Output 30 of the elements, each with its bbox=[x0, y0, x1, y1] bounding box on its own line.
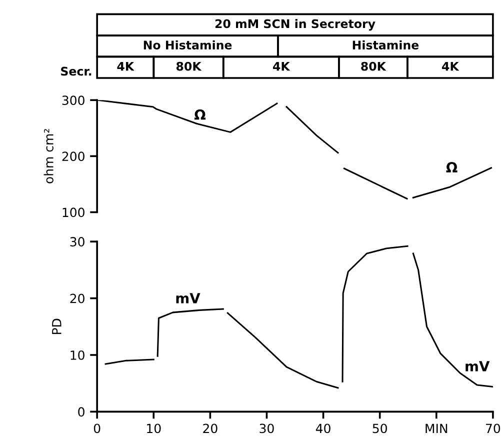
x-tick-label: 20 bbox=[203, 424, 218, 434]
text: 20 mM SCN in Secretory bbox=[215, 19, 376, 31]
y-tick-label: 0 bbox=[78, 407, 84, 417]
y-axis-title: ohm cm² bbox=[44, 129, 54, 184]
annotation: Ω bbox=[446, 162, 458, 172]
text: 4K bbox=[442, 62, 460, 71]
x-tick-label: 0 bbox=[94, 424, 100, 434]
x-tick-label: 70 bbox=[486, 424, 500, 434]
text: 80K bbox=[176, 62, 202, 71]
y-tick-label: 10 bbox=[70, 350, 84, 360]
x-tick-label: 30 bbox=[260, 424, 274, 434]
annotation: mV bbox=[176, 293, 200, 304]
text: 4K bbox=[117, 62, 134, 71]
y-tick-label: 300 bbox=[62, 96, 84, 106]
text: 80K bbox=[361, 62, 386, 71]
text: No Histamine bbox=[144, 40, 232, 50]
y-axis-title: PD bbox=[52, 318, 62, 334]
x-tick-label: 50 bbox=[372, 424, 387, 434]
y-tick-label: 100 bbox=[62, 208, 84, 218]
annotation: Ω bbox=[194, 109, 206, 120]
text: Histamine bbox=[352, 40, 419, 50]
y-tick-label: 30 bbox=[70, 237, 84, 246]
x-tick-label: MIN bbox=[426, 424, 448, 433]
text: 4K bbox=[273, 62, 290, 71]
annotation: mV bbox=[466, 361, 490, 372]
x-tick-label: 40 bbox=[316, 424, 330, 434]
x-tick-label: 10 bbox=[147, 424, 161, 434]
y-tick-label: 200 bbox=[62, 152, 84, 162]
y-tick-label: 20 bbox=[70, 294, 84, 304]
text: Secr. bbox=[61, 66, 92, 76]
